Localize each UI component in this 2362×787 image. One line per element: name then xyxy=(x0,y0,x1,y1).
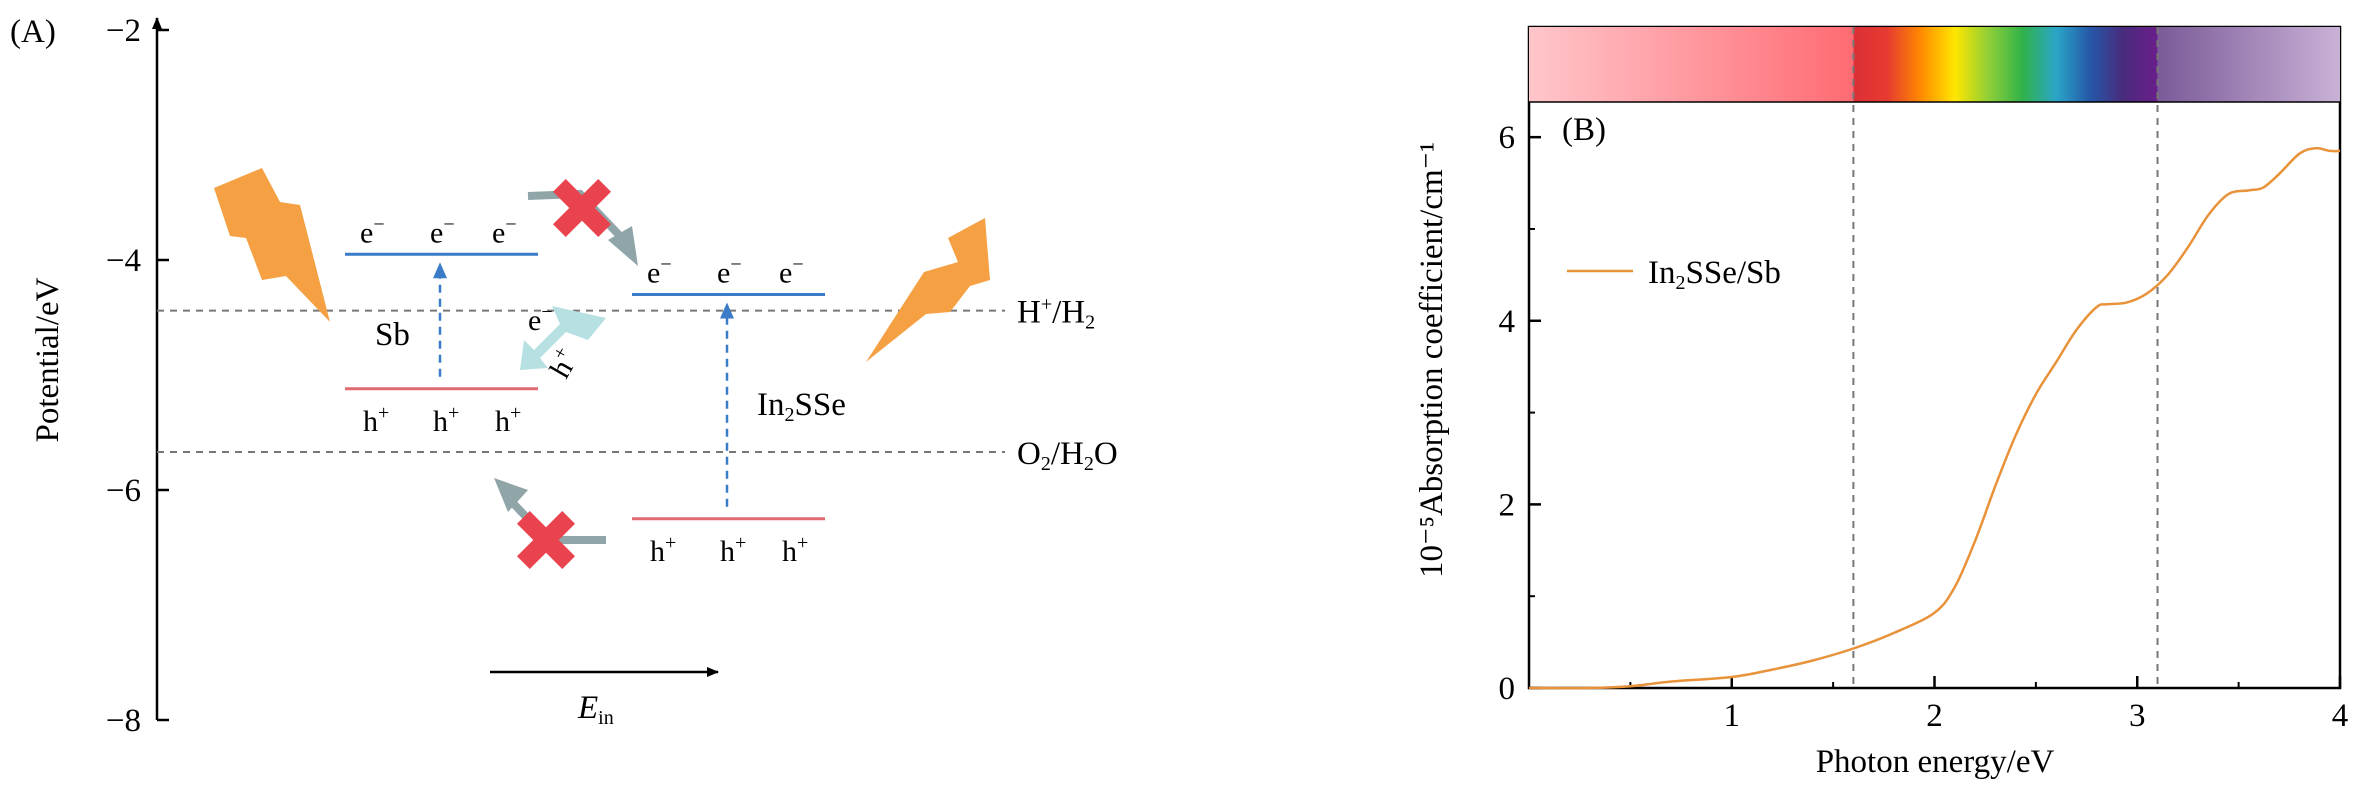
hole-label: h+ xyxy=(650,532,676,568)
blocked-x-icon xyxy=(553,179,611,237)
y-tick-label: −4 xyxy=(106,243,141,279)
y-tick-label: 0 xyxy=(1499,671,1516,707)
y-tick-label: 2 xyxy=(1499,487,1516,523)
x-tick-label: 4 xyxy=(2332,698,2349,734)
excitation-arrow-head xyxy=(720,302,734,319)
panel-a-y-label: Potential/eV xyxy=(30,277,66,442)
y-tick-label: 4 xyxy=(1499,304,1516,340)
lightning-icon xyxy=(866,218,990,362)
e-in-label: Ein xyxy=(577,690,614,729)
panel-a: (A) −2 −4 −6 −8 Potential/eV H+/H2 O2/H2O e−… xyxy=(10,13,1118,739)
x-tick-label: 2 xyxy=(1926,698,1943,734)
y-tick-label: 6 xyxy=(1499,120,1516,156)
excitation-arrow-head xyxy=(433,262,447,279)
grey-arrow-head xyxy=(608,226,638,266)
reference-level-label: O2/H2O xyxy=(1017,436,1118,475)
panel-b-label: (B) xyxy=(1562,112,1606,148)
hole-label: h+ xyxy=(720,532,746,568)
legend: In2SSe/Sb xyxy=(1567,255,1781,294)
grey-arrow-head xyxy=(494,478,528,512)
electron-label: e− xyxy=(492,213,517,249)
spectrum-infrared xyxy=(1529,27,1854,102)
hole-label: h+ xyxy=(495,402,521,438)
spectrum-ultraviolet xyxy=(2157,27,2340,102)
material-label: Sb xyxy=(375,317,410,353)
x-tick-label: 1 xyxy=(1724,698,1741,734)
panel-b-reference-lines xyxy=(1852,27,2159,688)
y-tick-label: −2 xyxy=(106,13,141,49)
electron-label: e− xyxy=(647,254,672,290)
panel-a-y-ticks: −2 −4 −6 −8 xyxy=(106,13,169,739)
panel-a-bands: e− e− e− h+ h+ h+ Sb e− e− e− h+ h+ h+ In2SSe xyxy=(345,213,846,568)
lightning-icon xyxy=(214,168,330,322)
panel-b-x-label: Photon energy/eV xyxy=(1816,744,2055,780)
panel-b-y-label: 10⁻⁵Absorption coefficient/cm⁻¹ xyxy=(1414,142,1450,578)
panel-b-plot-frame xyxy=(1527,25,2342,690)
reference-level-label: H+/H2 xyxy=(1017,294,1095,334)
panel-b-series xyxy=(1528,146,2341,690)
y-tick-label: −8 xyxy=(106,703,141,739)
charge-transfer-arrow xyxy=(520,306,606,370)
panel-a-decorations: e− h+ xyxy=(214,168,990,569)
electron-label: e− xyxy=(717,254,742,290)
hole-label: h+ xyxy=(433,402,459,438)
panel-b-spectrum-bar xyxy=(1529,27,2340,103)
hole-label: h+ xyxy=(363,402,389,438)
electron-label: e− xyxy=(360,213,385,249)
panel-a-label: (A) xyxy=(10,14,56,50)
x-tick-label: 3 xyxy=(2129,698,2146,734)
electron-label: e− xyxy=(430,213,455,249)
transfer-electron-label: e− xyxy=(528,301,553,337)
material-label: In2SSe xyxy=(757,387,846,426)
spectrum-visible xyxy=(1853,27,2158,102)
legend-entry: In2SSe/Sb xyxy=(1648,255,1781,294)
series-line-in2sse-sb xyxy=(1528,146,2341,690)
panel-b-ticks: 1 2 3 4 0 2 4 6 xyxy=(1499,120,2349,734)
hole-label: h+ xyxy=(782,532,808,568)
blocked-x-icon xyxy=(517,511,575,569)
y-tick-label: −6 xyxy=(106,473,141,509)
electron-label: e− xyxy=(779,254,804,290)
panel-a-reference-levels: H+/H2 O2/H2O xyxy=(157,294,1118,475)
